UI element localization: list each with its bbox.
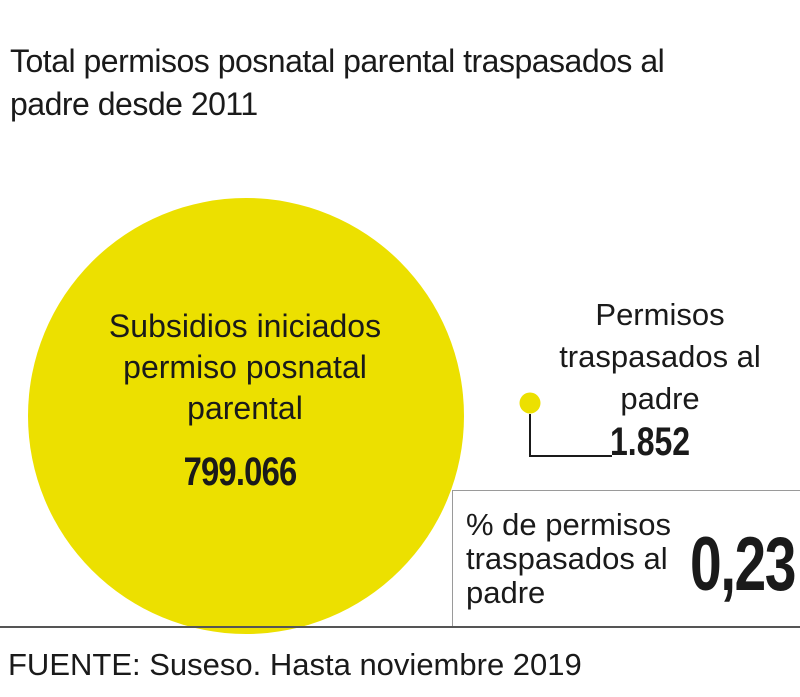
percentage-value: 0,23 [690, 522, 796, 607]
chart-title: Total permisos posnatal parental traspas… [10, 43, 665, 122]
big-bubble-value: 799.066 [183, 450, 298, 494]
source-note: FUENTE: Suseso. Hasta noviembre 2019 [8, 647, 582, 682]
percentage-label: % de permisos traspasados al padre [466, 507, 672, 610]
small-bubble [519, 392, 541, 414]
percentage-box [452, 490, 800, 627]
connector-line [529, 414, 612, 457]
big-bubble [28, 198, 464, 634]
small-bubble-label: Permisos traspasados al padre [559, 297, 761, 416]
big-bubble-label: Subsidios iniciados permiso posnatal par… [108, 308, 382, 426]
small-bubble-value: 1.852 [610, 420, 691, 464]
divider-rule [0, 626, 800, 628]
